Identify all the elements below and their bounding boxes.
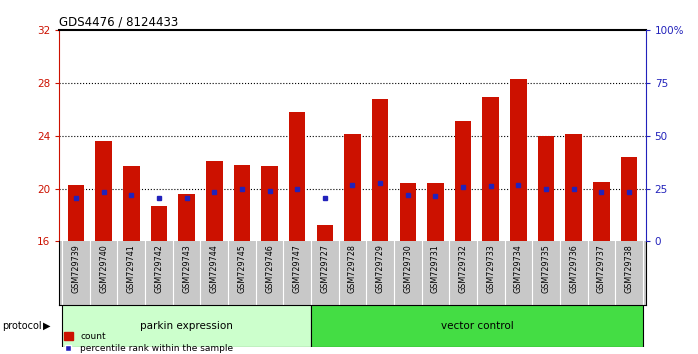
Text: GSM729733: GSM729733 (487, 245, 496, 293)
Bar (344, 135, 361, 241)
Legend: count, percentile rank within the sample: count, percentile rank within the sample (64, 332, 233, 353)
Text: GSM729730: GSM729730 (403, 245, 413, 293)
Bar (289, 112, 306, 241)
Text: GSM729747: GSM729747 (292, 245, 302, 293)
Text: parkin expression: parkin expression (140, 321, 233, 331)
Text: GSM729738: GSM729738 (625, 245, 634, 293)
Bar (482, 97, 499, 241)
Text: GSM729732: GSM729732 (459, 245, 468, 293)
Bar (510, 79, 527, 241)
Text: GSM729727: GSM729727 (320, 245, 329, 293)
Text: GSM729737: GSM729737 (597, 245, 606, 293)
Text: GSM729741: GSM729741 (127, 245, 135, 293)
Bar (234, 165, 250, 241)
Text: GSM729734: GSM729734 (514, 245, 523, 293)
Bar (261, 166, 278, 241)
Bar (455, 121, 471, 241)
Text: GSM729746: GSM729746 (265, 245, 274, 293)
Bar (427, 183, 444, 241)
Text: GSM729729: GSM729729 (376, 245, 385, 293)
Text: protocol: protocol (2, 321, 42, 331)
Bar (372, 99, 389, 241)
Bar (316, 225, 333, 241)
Text: GSM729735: GSM729735 (542, 245, 551, 293)
Bar (123, 166, 140, 241)
Bar (621, 157, 637, 241)
Text: GSM729736: GSM729736 (570, 245, 578, 293)
Bar (178, 194, 195, 241)
Bar (68, 184, 84, 241)
Text: GSM729728: GSM729728 (348, 245, 357, 293)
Bar (537, 136, 554, 241)
Bar (565, 135, 582, 241)
Text: GSM729745: GSM729745 (237, 245, 246, 293)
Bar (399, 183, 416, 241)
Text: GSM729739: GSM729739 (71, 245, 80, 293)
Text: GSM729740: GSM729740 (99, 245, 108, 293)
Text: GSM729744: GSM729744 (209, 245, 218, 293)
Bar (62, 305, 311, 347)
Text: GSM729743: GSM729743 (182, 245, 191, 293)
Text: GDS4476 / 8124433: GDS4476 / 8124433 (59, 16, 179, 29)
Text: ▶: ▶ (43, 321, 51, 331)
Bar (206, 161, 223, 241)
Bar (311, 305, 643, 347)
Bar (593, 182, 609, 241)
Text: GSM729731: GSM729731 (431, 245, 440, 293)
Text: GSM729742: GSM729742 (154, 245, 163, 293)
Bar (151, 206, 168, 241)
Text: vector control: vector control (440, 321, 513, 331)
Bar (96, 141, 112, 241)
